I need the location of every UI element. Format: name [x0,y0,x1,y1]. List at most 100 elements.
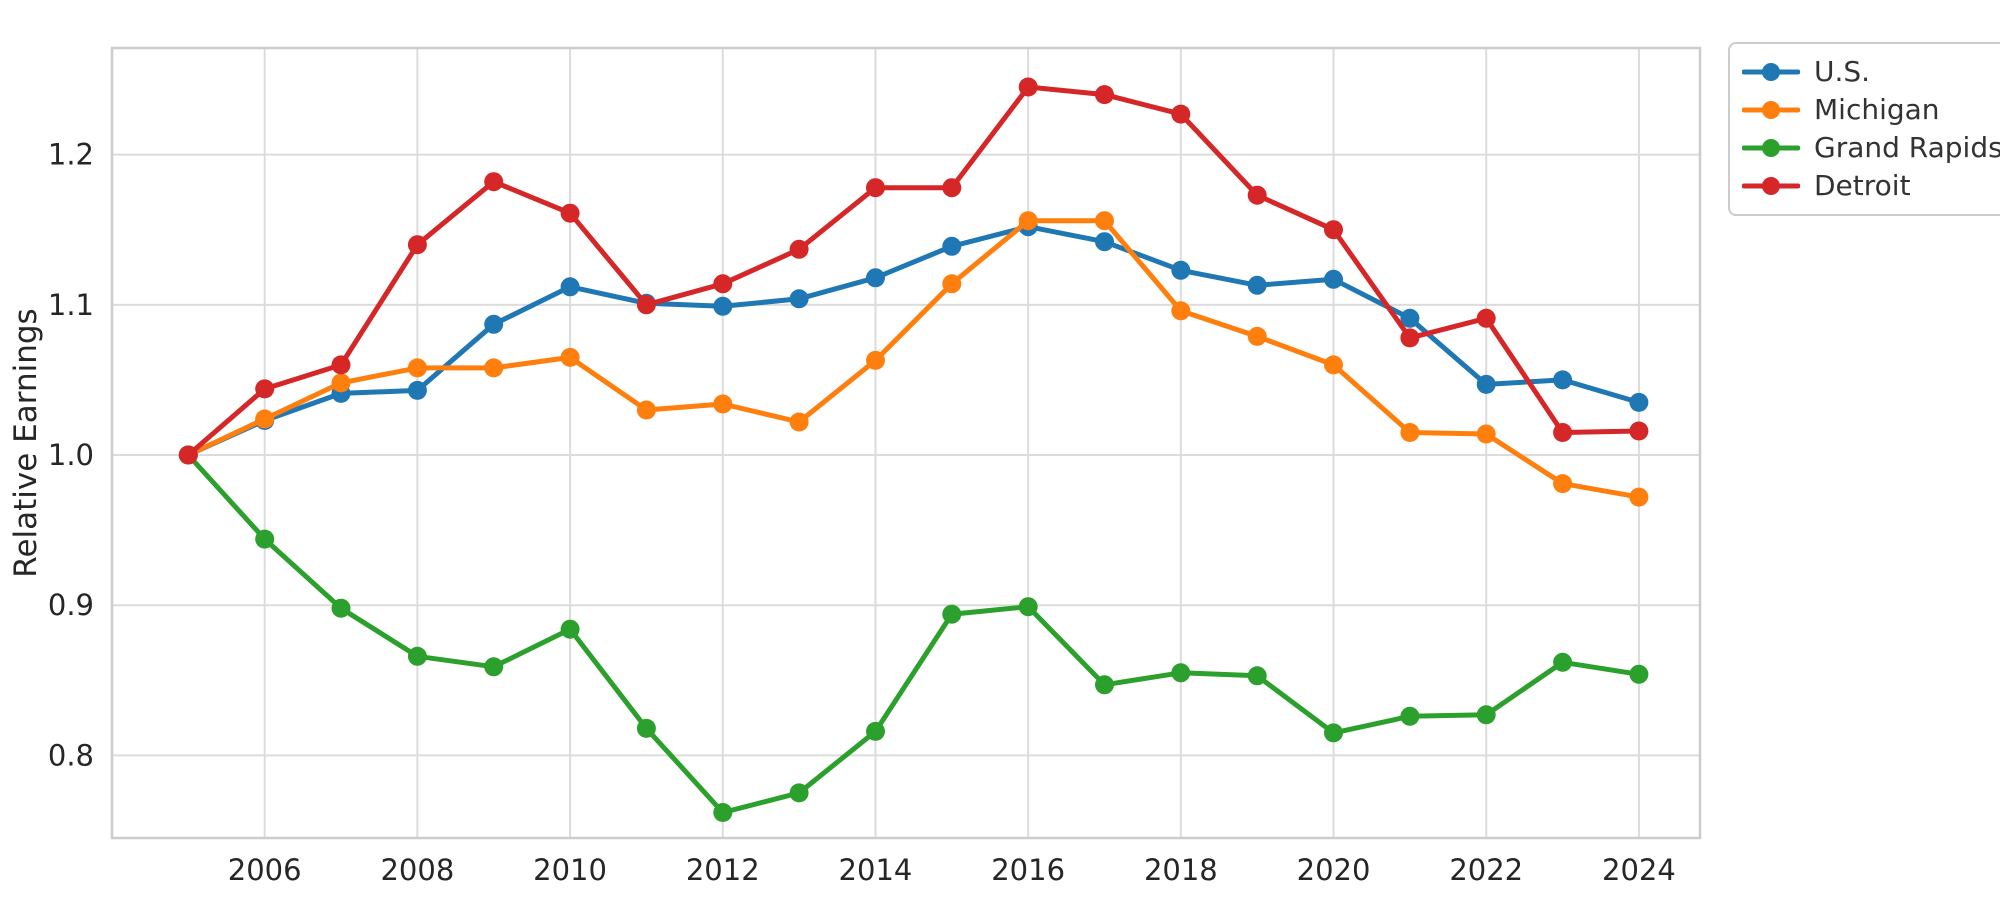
data-point-michigan [942,274,962,294]
y-tick-label: 0.9 [48,588,94,622]
data-point-michigan [1171,301,1191,321]
data-point-grand-rapids [866,721,885,741]
legend-item-michigan: Michigan [1742,92,2000,128]
legend-dot [1762,63,1780,81]
legend-marker-detroit [1742,177,1800,195]
data-point-grand-rapids [1018,597,1038,617]
data-point-detroit [1018,77,1038,97]
y-tick-label: 1.2 [48,138,94,172]
data-point-grand-rapids [1095,675,1114,695]
x-tick-label: 2024 [1602,853,1676,887]
data-point-michigan [866,350,885,370]
data-point-grand-rapids [331,598,351,618]
y-tick-label: 1.0 [48,438,94,472]
data-point-detroit [1171,104,1191,124]
data-point-detroit [255,379,275,399]
data-point-grand-rapids [484,657,504,677]
data-point-michigan [255,409,275,429]
legend-label: Michigan [1814,93,1940,126]
data-point-michigan [636,400,656,420]
data-point-detroit [1095,85,1114,105]
data-point-michigan [560,347,580,367]
data-point-detroit [1400,328,1420,348]
data-point-michigan [1400,423,1420,442]
series-line-u-s [185,224,1642,458]
series-line-grand-rapids [185,452,1642,815]
data-point-grand-rapids [407,646,427,666]
data-point-grand-rapids [1171,663,1191,683]
data-point-michigan [484,358,504,378]
data-point-grand-rapids [789,783,809,803]
plot-border [110,46,1702,840]
data-point-u-s [942,236,962,256]
series-line-detroit [185,84,1642,458]
data-point-michigan [713,394,733,414]
data-point-detroit [1247,185,1267,205]
data-point-michigan [407,358,427,378]
data-point-detroit [1629,421,1649,441]
data-point-detroit [407,235,427,255]
legend-label: Detroit [1814,169,1911,202]
x-tick-label: 2006 [228,853,302,887]
data-point-detroit [331,355,351,375]
legend-marker-michigan [1742,101,1800,119]
data-point-u-s [1553,370,1573,390]
data-point-grand-rapids [636,718,656,738]
data-point-detroit [484,172,504,192]
data-point-michigan [1095,211,1114,231]
legend-dot [1762,177,1780,195]
legend-dot [1762,139,1780,157]
legend: U.S. Michigan Grand Rapids Detroit [1728,42,2000,216]
data-point-grand-rapids [1247,666,1267,686]
data-point-u-s [1171,260,1191,280]
series-line-michigan [185,218,1642,500]
data-point-detroit [1324,220,1343,240]
data-point-u-s [866,268,885,288]
data-point-u-s [1247,275,1267,295]
x-tick-label: 2016 [991,853,1065,887]
data-point-detroit [636,295,656,315]
legend-item-u-s: U.S. [1742,54,2000,90]
data-point-grand-rapids [1553,652,1573,672]
data-point-michigan [1247,326,1267,346]
x-tick-label: 2008 [380,853,454,887]
data-point-grand-rapids [1629,664,1649,684]
data-point-detroit [789,239,809,259]
legend-item-grand-rapids: Grand Rapids [1742,130,2000,166]
data-point-grand-rapids [1476,705,1496,725]
data-point-detroit [178,445,198,465]
legend-item-detroit: Detroit [1742,168,2000,204]
legend-label: Grand Rapids [1814,131,2000,164]
x-tick-label: 2012 [686,853,760,887]
data-point-michigan [1629,487,1649,507]
data-point-grand-rapids [713,803,733,822]
x-tick-label: 2020 [1297,853,1371,887]
data-point-detroit [1476,308,1496,328]
legend-label: U.S. [1814,55,1871,88]
data-point-u-s [1400,308,1420,328]
x-tick-label: 2018 [1144,853,1218,887]
data-point-u-s [1095,232,1114,252]
data-point-u-s [560,277,580,297]
data-point-grand-rapids [255,529,275,549]
data-point-u-s [1476,374,1496,394]
y-tick-label: 1.1 [48,288,94,322]
data-point-michigan [789,412,809,432]
data-point-u-s [789,289,809,309]
data-point-u-s [1629,392,1649,412]
data-point-grand-rapids [1324,723,1343,743]
data-point-u-s [407,380,427,400]
legend-marker-grand-rapids [1742,139,1800,157]
y-tick-label: 0.8 [48,738,94,772]
data-point-u-s [1324,269,1343,289]
data-point-michigan [1476,424,1496,444]
x-tick-label: 2022 [1449,853,1523,887]
data-point-detroit [942,178,962,198]
data-point-detroit [560,203,580,223]
data-point-michigan [1324,355,1343,375]
data-point-grand-rapids [560,619,580,639]
x-tick-label: 2010 [533,853,607,887]
data-point-grand-rapids [1400,706,1420,726]
